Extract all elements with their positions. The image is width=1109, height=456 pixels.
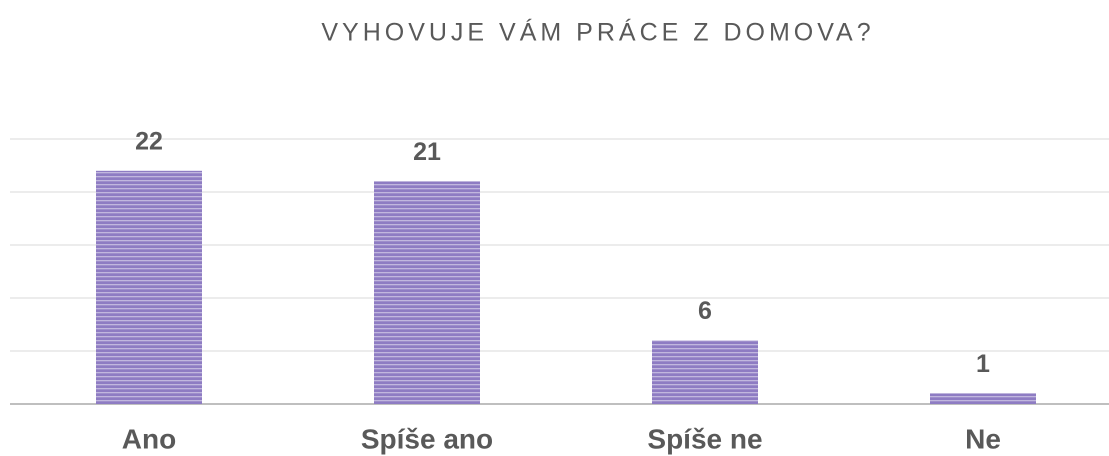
x-tick-label: Spíše ano <box>361 423 493 454</box>
bar <box>652 340 758 404</box>
chart-title: VYHOVUJE VÁM PRÁCE Z DOMOVA? <box>321 18 874 47</box>
bar <box>374 181 480 404</box>
data-label: 6 <box>698 297 712 325</box>
bar <box>930 393 1036 404</box>
x-tick-label: Ne <box>965 423 1001 454</box>
x-tick-label: Spíše ne <box>647 423 762 454</box>
data-label: 21 <box>413 138 441 166</box>
data-label: 1 <box>976 350 990 378</box>
x-tick-label: Ano <box>122 423 176 454</box>
data-label: 22 <box>135 127 163 155</box>
bar <box>96 170 202 404</box>
